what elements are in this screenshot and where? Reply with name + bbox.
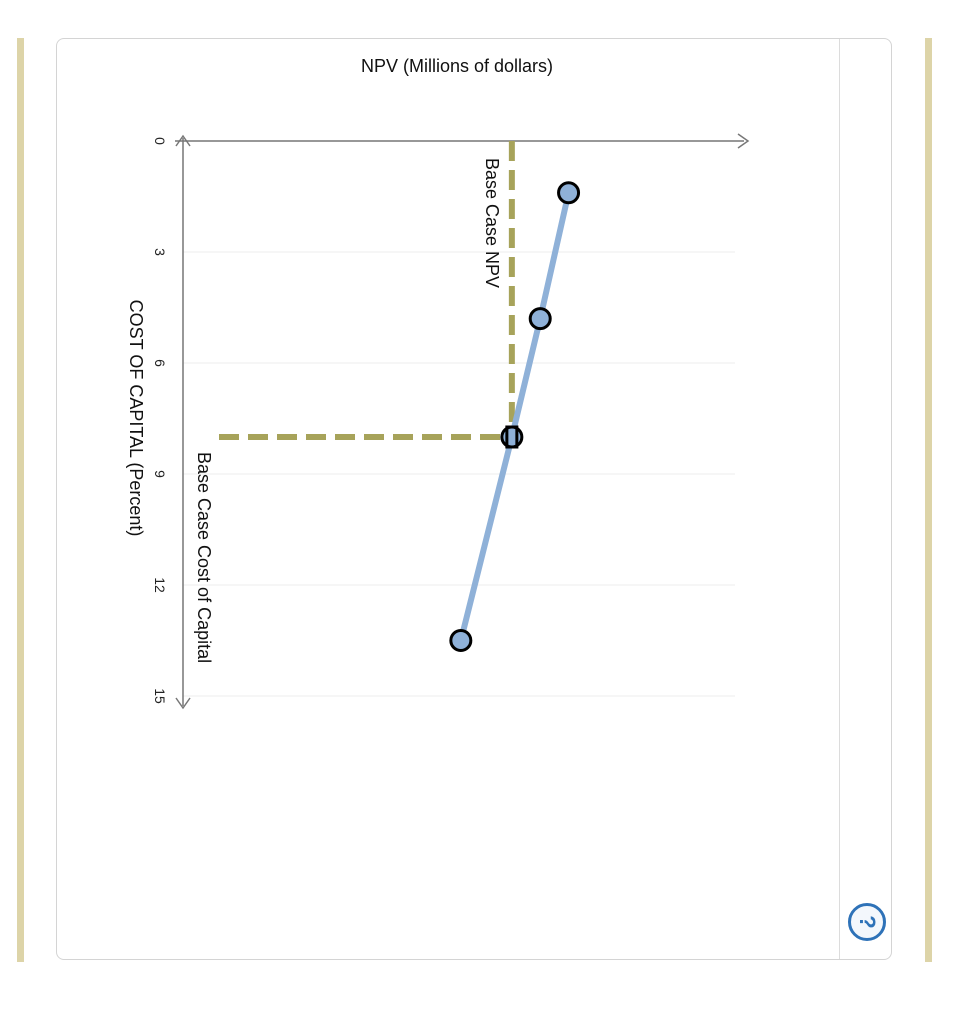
right-accent-bar (925, 38, 932, 962)
x-tick-label: 6 (152, 359, 168, 367)
x-axis-arrow-bottom (175, 697, 191, 710)
x-tick-label: 12 (152, 577, 168, 593)
npv-line[interactable] (457, 189, 572, 644)
graph-panel: ? (56, 38, 892, 960)
x-axis-title: COST OF CAPITAL (Percent) (126, 300, 146, 537)
npv-point-4[interactable] (449, 629, 473, 652)
x-tick-label: 9 (152, 470, 168, 478)
base-case-marker[interactable] (505, 425, 519, 449)
tick-labels: 0 3 6 9 12 15 (152, 137, 168, 704)
npv-point-2[interactable] (528, 307, 552, 331)
gridlines (183, 251, 735, 697)
y-axis-arrow (737, 133, 750, 149)
base-case-cost-label: Base Case Cost of Capital (194, 452, 214, 663)
x-tick-label: 3 (152, 248, 168, 256)
y-axis-title: NPV (Millions of dollars) (361, 56, 553, 76)
series-layer (449, 181, 581, 652)
left-accent-bar (17, 38, 24, 962)
base-case-npv-label: Base Case NPV (482, 158, 502, 288)
x-tick-label: 15 (152, 688, 168, 704)
npv-point-1[interactable] (557, 181, 581, 205)
x-tick-label: 0 (152, 137, 168, 145)
panel-divider (839, 39, 840, 959)
x-axis-arrow-top (175, 134, 191, 147)
npv-point-3[interactable] (500, 425, 524, 449)
